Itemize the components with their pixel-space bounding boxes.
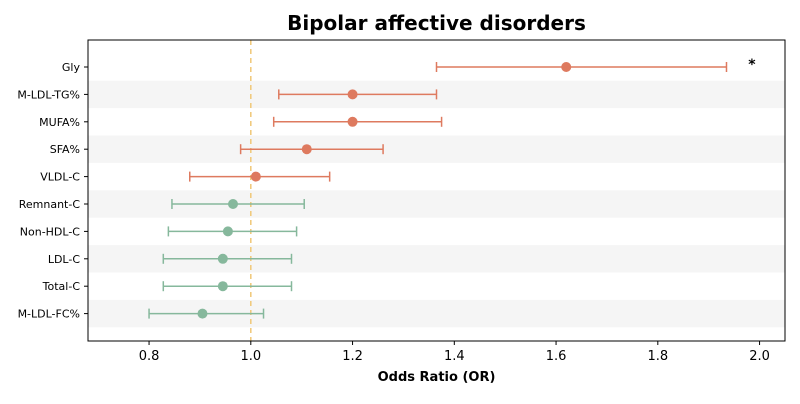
or-point <box>250 171 261 182</box>
or-point <box>217 281 228 292</box>
y-tick-label: MUFA% <box>39 116 80 129</box>
or-point <box>347 89 358 100</box>
plot-frame <box>87 39 786 342</box>
x-tick-label: 1.0 <box>240 349 261 364</box>
x-tick-label: 1.6 <box>546 349 567 364</box>
or-point <box>561 62 572 72</box>
x-tick-label: 1.8 <box>647 349 668 364</box>
or-point <box>222 226 233 237</box>
x-axis-label: Odds Ratio (OR) <box>378 370 496 385</box>
or-point <box>227 199 238 209</box>
y-tick-label: SFA% <box>50 143 80 156</box>
or-point <box>197 308 208 319</box>
y-tick-labels: Gly M-LDL-TG% MUFA% SFA% VLDL-C Remnant-C Non-… <box>17 61 88 321</box>
or-point <box>301 144 312 155</box>
or-point <box>347 116 358 127</box>
x-tick-labels: 0.8 1.0 1.2 1.4 1.6 1.8 2.0 <box>139 341 770 364</box>
y-tick-label: VLDL-C <box>40 171 80 184</box>
y-tick-label: Total-C <box>42 280 81 293</box>
y-tick-label: Non-HDL-C <box>20 225 81 238</box>
or-point <box>217 253 228 264</box>
x-tick-label: 1.2 <box>342 349 363 364</box>
y-tick-label: M-LDL-FC% <box>18 308 80 321</box>
x-tick-label: 0.8 <box>139 349 160 364</box>
x-tick-label: 2.0 <box>749 349 770 364</box>
x-tick-label: 1.4 <box>444 349 465 364</box>
chart-title: Bipolar affective disorders <box>287 11 586 35</box>
significance-marker: * <box>748 57 756 73</box>
data-marks: * <box>148 57 756 319</box>
y-tick-label: M-LDL-TG% <box>17 88 80 101</box>
y-tick-label: Remnant-C <box>19 198 81 211</box>
y-tick-label: Gly <box>62 61 81 74</box>
y-tick-label: LDL-C <box>48 253 81 266</box>
row-band <box>88 135 785 163</box>
